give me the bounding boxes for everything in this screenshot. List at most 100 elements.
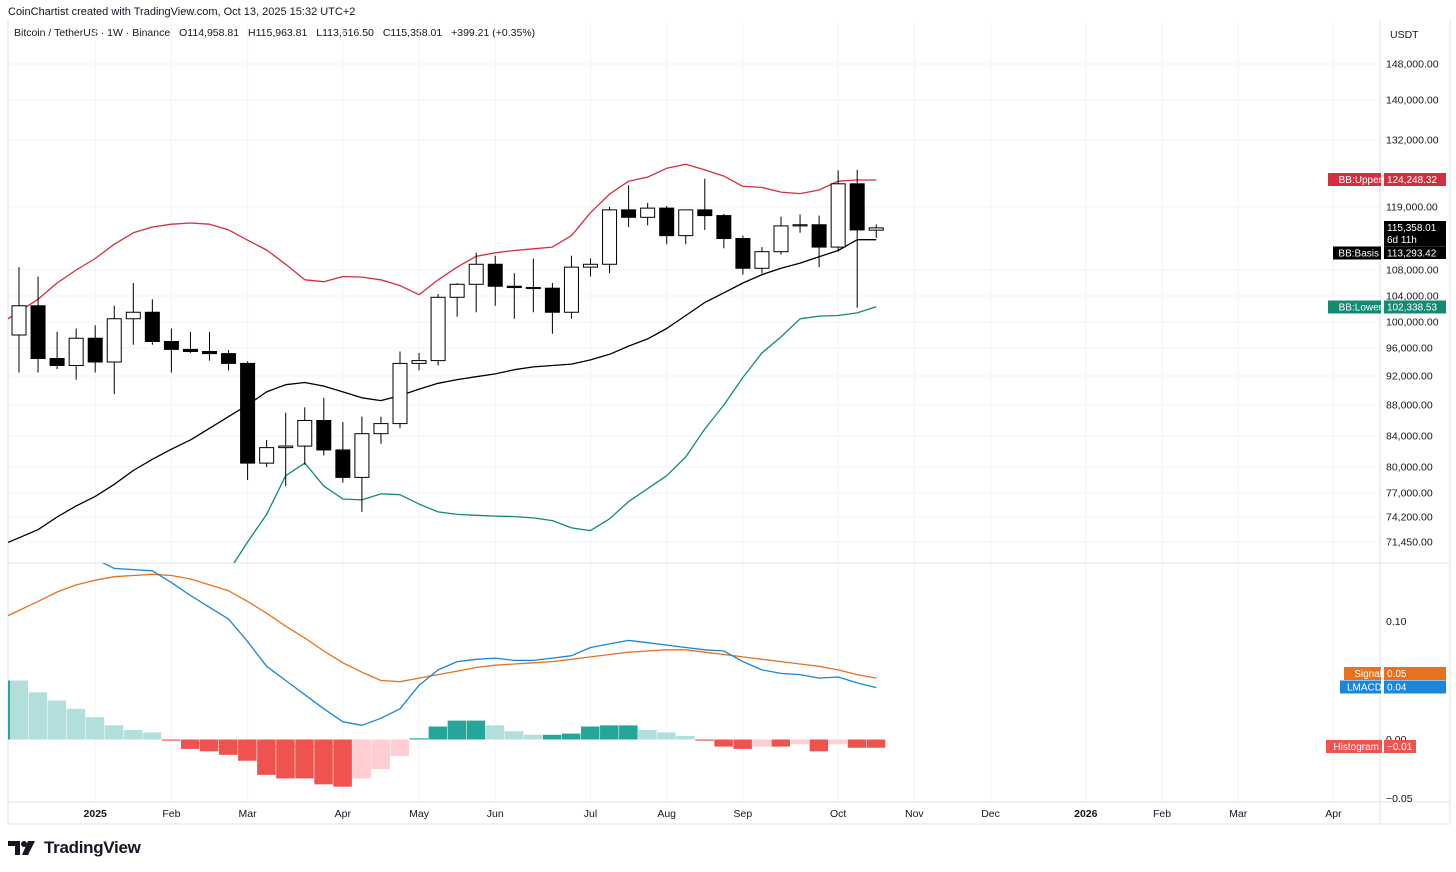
candle-body-26: [506, 285, 522, 289]
price-tick-2: 132,000.00: [1386, 135, 1439, 147]
candle-body-29: [563, 266, 579, 313]
bb-lower-line: [233, 306, 877, 563]
candle-22: [430, 294, 446, 366]
currency-label[interactable]: USDT: [1390, 29, 1419, 41]
candle-body-31: [602, 209, 618, 265]
histogram-bar-11: [219, 739, 238, 755]
candle-body-40: [773, 225, 789, 253]
histogram-bar-23: [447, 720, 467, 740]
histogram-bar-44: [847, 739, 867, 748]
candle-26: [506, 273, 522, 319]
ohlc-open: O114,958.81: [179, 27, 240, 39]
ohlc-low: L113,616.50: [316, 27, 374, 39]
grid-lines: [8, 22, 1380, 802]
histogram-bar-36: [695, 739, 714, 741]
histogram-bar-26: [504, 731, 524, 740]
time-tick-14: Mar: [1229, 808, 1248, 820]
bb-upper-label: BB:Upper 124,248.32: [1328, 173, 1446, 186]
candle-body-32: [621, 209, 637, 218]
histogram-bar-9: [180, 739, 200, 749]
candles: [11, 169, 884, 512]
histogram-bar-32: [619, 725, 638, 740]
candle-33: [640, 202, 656, 226]
histogram-bar-30: [581, 726, 600, 740]
candle-32: [621, 185, 637, 228]
candle-17: [335, 422, 351, 483]
candle-body-18: [354, 433, 370, 478]
bb-lower-name-bg: [1328, 300, 1381, 314]
last-price-bg: [1384, 221, 1446, 259]
candle-42: [811, 215, 827, 268]
price-tick-13: 74,200.00: [1386, 512, 1433, 524]
bb-lower-label: BB:Lower 102,338.53: [1328, 300, 1446, 314]
candle-body-3: [68, 337, 84, 366]
candle-35: [678, 209, 694, 245]
candle-body-8: [163, 341, 179, 350]
candle-1: [30, 276, 46, 373]
candle-4: [87, 325, 103, 373]
candle-41: [792, 214, 808, 233]
last-price-value: 115,358.01: [1387, 223, 1437, 234]
candle-body-2: [49, 358, 65, 366]
bb-basis-value: 113,293.42: [1387, 249, 1437, 260]
candle-13: [259, 439, 275, 467]
histogram-bar-21: [409, 738, 429, 740]
histogram-bar-22: [428, 726, 448, 740]
candle-body-27: [525, 287, 541, 290]
candle-8: [163, 328, 179, 373]
candle-40: [773, 216, 789, 255]
signal-label: Signal 0.05: [1344, 667, 1446, 680]
tradingview-logo[interactable]: TradingView: [8, 838, 141, 858]
histogram-bar-35: [676, 735, 695, 740]
tradingview-wordmark: TradingView: [44, 838, 141, 857]
last-price-countdown: 6d 11h: [1387, 235, 1417, 246]
candle-2: [49, 331, 65, 369]
candle-body-36: [697, 209, 713, 217]
macd-lines: [8, 563, 877, 726]
candle-body-41: [792, 224, 808, 227]
time-tick-4: May: [409, 808, 430, 820]
macd-name: LMACD: [1347, 683, 1382, 694]
symbol-title[interactable]: Bitcoin / TetherUS · 1W · Binance: [14, 27, 171, 39]
histogram-bar-24: [466, 720, 486, 740]
candle-25: [487, 255, 503, 306]
chart-frame: [7, 20, 1451, 825]
bb-upper-name-bg: [1328, 173, 1381, 186]
candle-6: [125, 283, 141, 345]
candle-19: [373, 416, 389, 444]
candle-body-28: [544, 287, 560, 313]
candle-27: [525, 258, 541, 313]
histogram-bar-37: [714, 739, 733, 747]
time-tick-5: Jun: [487, 808, 504, 820]
bb-upper-line: [8, 163, 877, 320]
candle-body-0: [11, 305, 27, 336]
candle-14: [278, 412, 294, 487]
candle-23: [449, 283, 465, 317]
candle-body-30: [583, 263, 598, 268]
price-tick-9: 88,000.00: [1386, 400, 1433, 412]
candle-body-39: [754, 251, 770, 269]
histogram-bar-29: [561, 733, 581, 740]
histogram-bar-40: [771, 739, 790, 747]
signal-line: [8, 573, 877, 683]
price-tick-10: 84,000.00: [1386, 431, 1433, 443]
candle-15: [297, 407, 313, 465]
candle-12: [240, 361, 256, 480]
histogram-bar-12: [238, 739, 257, 761]
candle-body-17: [335, 449, 351, 478]
price-tick-14: 71,450.00: [1386, 537, 1433, 549]
candle-11: [221, 350, 237, 371]
time-tick-0: 2025: [84, 808, 108, 820]
histogram-name-bg: [1326, 740, 1382, 753]
macd-value-bg: [1384, 680, 1446, 694]
time-tick-1: Feb: [162, 808, 180, 820]
histogram-bar-10: [200, 739, 219, 752]
price-tick-1: 140,000.00: [1386, 95, 1439, 107]
histogram-bar-4: [85, 717, 105, 740]
candle-body-11: [221, 353, 237, 364]
bb-basis-name-bg: [1333, 246, 1381, 260]
price-tick-7: 96,000.00: [1386, 343, 1433, 355]
histogram-bar-7: [142, 732, 162, 740]
price-tick-5: 104,000.00: [1386, 291, 1439, 303]
